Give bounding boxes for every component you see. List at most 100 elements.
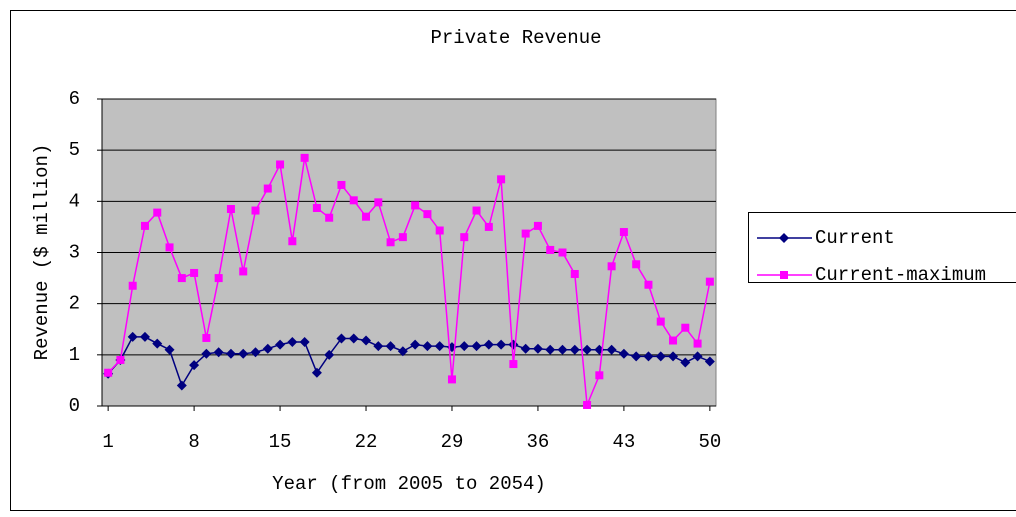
series-line bbox=[107, 157, 711, 406]
point bbox=[546, 245, 555, 254]
x-tick-label: 36 bbox=[527, 431, 550, 453]
x-tick-label: 1 bbox=[102, 431, 113, 453]
point bbox=[287, 337, 298, 348]
point bbox=[411, 201, 420, 210]
point bbox=[239, 267, 248, 276]
point bbox=[497, 175, 506, 184]
point bbox=[325, 213, 334, 222]
point bbox=[127, 331, 138, 342]
point bbox=[435, 226, 444, 235]
point bbox=[704, 356, 715, 367]
chart-title: Private Revenue bbox=[430, 27, 601, 49]
point bbox=[250, 347, 261, 358]
point bbox=[225, 348, 236, 359]
point bbox=[139, 331, 150, 342]
point bbox=[533, 221, 542, 230]
point bbox=[397, 346, 408, 357]
point bbox=[569, 344, 580, 355]
point bbox=[116, 355, 125, 364]
point bbox=[606, 344, 617, 355]
point bbox=[644, 280, 653, 289]
point bbox=[275, 339, 286, 350]
point bbox=[164, 344, 175, 355]
point bbox=[337, 180, 346, 189]
point bbox=[311, 367, 322, 378]
point bbox=[165, 243, 174, 252]
point bbox=[570, 269, 579, 278]
point bbox=[472, 206, 481, 215]
point bbox=[176, 380, 187, 391]
point bbox=[213, 347, 224, 358]
point bbox=[153, 208, 162, 217]
legend-label: Current-maximum bbox=[815, 264, 986, 286]
point bbox=[532, 343, 543, 354]
point bbox=[201, 348, 212, 359]
point bbox=[557, 344, 568, 355]
point bbox=[202, 333, 211, 342]
point bbox=[238, 348, 249, 359]
point bbox=[656, 317, 665, 326]
point bbox=[190, 268, 199, 277]
point bbox=[385, 341, 396, 352]
point bbox=[386, 238, 395, 247]
point bbox=[483, 339, 494, 350]
point bbox=[558, 248, 567, 257]
x-tick-label: 43 bbox=[612, 431, 635, 453]
point bbox=[373, 341, 384, 352]
point bbox=[693, 339, 702, 348]
y-tick-label: 5 bbox=[69, 139, 80, 161]
point bbox=[520, 343, 531, 354]
point bbox=[582, 344, 593, 355]
x-tick-label: 22 bbox=[355, 431, 378, 453]
point bbox=[410, 339, 421, 350]
point bbox=[521, 229, 530, 238]
point bbox=[669, 336, 678, 345]
point bbox=[681, 323, 690, 332]
point bbox=[496, 339, 507, 350]
point bbox=[299, 337, 310, 348]
point bbox=[655, 351, 666, 362]
point bbox=[643, 351, 654, 362]
point bbox=[423, 210, 432, 219]
point bbox=[349, 196, 358, 205]
x-tick-label: 8 bbox=[188, 431, 199, 453]
point bbox=[336, 333, 347, 344]
point bbox=[263, 184, 272, 193]
point bbox=[460, 233, 469, 242]
y-tick-label: 1 bbox=[69, 344, 80, 366]
y-tick-label: 4 bbox=[69, 190, 80, 212]
point bbox=[398, 233, 407, 242]
point bbox=[226, 205, 235, 214]
point bbox=[618, 348, 629, 359]
point bbox=[545, 344, 556, 355]
point bbox=[434, 341, 445, 352]
point bbox=[692, 351, 703, 362]
y-tick-label: 6 bbox=[69, 88, 80, 110]
y-axis-title: Revenue ($ million) bbox=[31, 144, 53, 361]
point bbox=[104, 368, 113, 377]
x-tick-label: 29 bbox=[441, 431, 464, 453]
legend-label: Current bbox=[815, 227, 895, 249]
point bbox=[324, 349, 335, 360]
point bbox=[276, 160, 285, 169]
point bbox=[668, 351, 679, 362]
point bbox=[632, 260, 641, 269]
point bbox=[583, 400, 592, 409]
point bbox=[362, 212, 371, 221]
y-tick-label: 2 bbox=[69, 293, 80, 315]
legend-marker bbox=[779, 233, 789, 243]
point bbox=[288, 237, 297, 246]
point bbox=[459, 341, 470, 352]
x-tick-label: 50 bbox=[698, 431, 721, 453]
point bbox=[471, 341, 482, 352]
y-tick-label: 3 bbox=[69, 242, 80, 264]
point bbox=[447, 375, 456, 384]
point bbox=[177, 274, 186, 283]
point bbox=[361, 335, 372, 346]
point bbox=[214, 274, 223, 283]
point bbox=[595, 371, 604, 380]
legend-marker bbox=[780, 271, 788, 279]
y-tick-label: 0 bbox=[69, 395, 80, 417]
point bbox=[484, 222, 493, 231]
